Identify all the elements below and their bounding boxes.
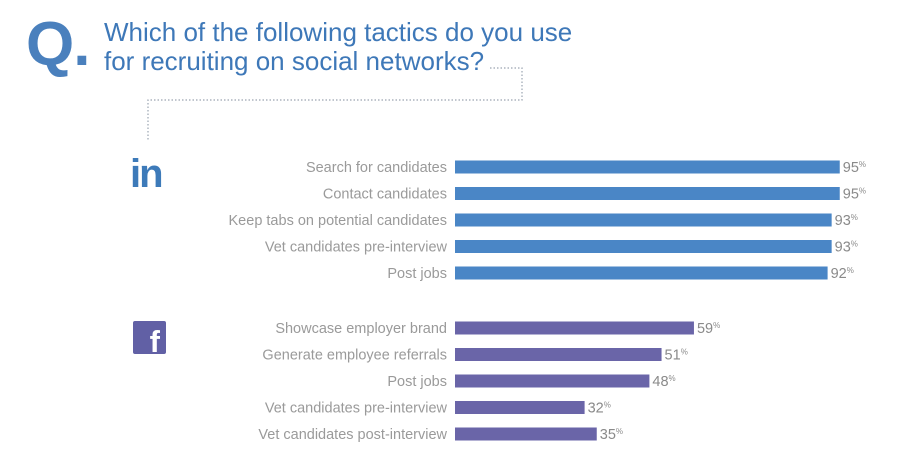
value-label: 95%: [843, 160, 866, 176]
value-label: 32%: [588, 401, 611, 417]
category-label: Generate employee referrals: [262, 348, 447, 364]
category-label: Vet candidates post-interview: [258, 427, 447, 443]
percent-sign: %: [859, 187, 866, 196]
percent-sign: %: [616, 427, 623, 436]
question-line-1: Which of the following tactics do you us…: [104, 17, 573, 47]
percent-sign: %: [713, 321, 720, 330]
value-number: 92: [831, 266, 847, 282]
bar: [455, 187, 840, 200]
bar: [455, 401, 585, 414]
bar: [455, 321, 694, 335]
value-label: 93%: [835, 213, 858, 229]
category-label: Vet candidates pre-interview: [265, 401, 448, 417]
q-dot: .: [73, 10, 90, 79]
category-label: Post jobs: [387, 374, 447, 390]
category-label: Showcase employer brand: [275, 321, 447, 337]
value-number: 51: [665, 348, 681, 364]
percent-sign: %: [681, 348, 688, 357]
value-label: 51%: [665, 348, 688, 364]
value-number: 95: [843, 187, 859, 203]
bar: [455, 348, 662, 361]
category-label: Search for candidates: [306, 160, 447, 176]
value-label: 93%: [835, 240, 858, 256]
category-label: Keep tabs on potential candidates: [229, 213, 447, 229]
value-number: 95: [843, 160, 859, 176]
bar: [455, 374, 650, 388]
linkedin-icon: in: [130, 152, 164, 196]
q-mark: Q.: [26, 10, 90, 79]
percent-sign: %: [851, 240, 858, 249]
value-number: 59: [697, 321, 713, 337]
value-number: 48: [652, 374, 668, 390]
facebook-icon: f: [133, 321, 166, 359]
question-line-2: for recruiting on social networks?: [104, 46, 485, 76]
percent-sign: %: [851, 213, 858, 222]
category-label: Contact candidates: [323, 187, 447, 203]
percent-sign: %: [859, 160, 866, 169]
value-number: 93: [835, 213, 851, 229]
percent-sign: %: [847, 266, 854, 275]
question-title: Which of the following tactics do you us…: [104, 18, 572, 76]
value-number: 35: [600, 427, 616, 443]
percent-sign: %: [604, 401, 611, 410]
bar: [455, 213, 832, 227]
category-label: Vet candidates pre-interview: [265, 240, 448, 256]
category-label: Post jobs: [387, 266, 447, 282]
value-label: 35%: [600, 427, 623, 443]
value-number: 93: [835, 240, 851, 256]
value-label: 92%: [831, 266, 854, 282]
value-label: 95%: [843, 187, 866, 203]
value-label: 48%: [652, 374, 675, 390]
bar: [455, 240, 832, 253]
bar: [455, 266, 828, 280]
bar: [455, 160, 840, 174]
value-label: 59%: [697, 321, 720, 337]
facebook-glyph: f: [149, 324, 160, 359]
percent-sign: %: [669, 374, 676, 383]
bar: [455, 427, 597, 441]
value-number: 32: [588, 401, 604, 417]
